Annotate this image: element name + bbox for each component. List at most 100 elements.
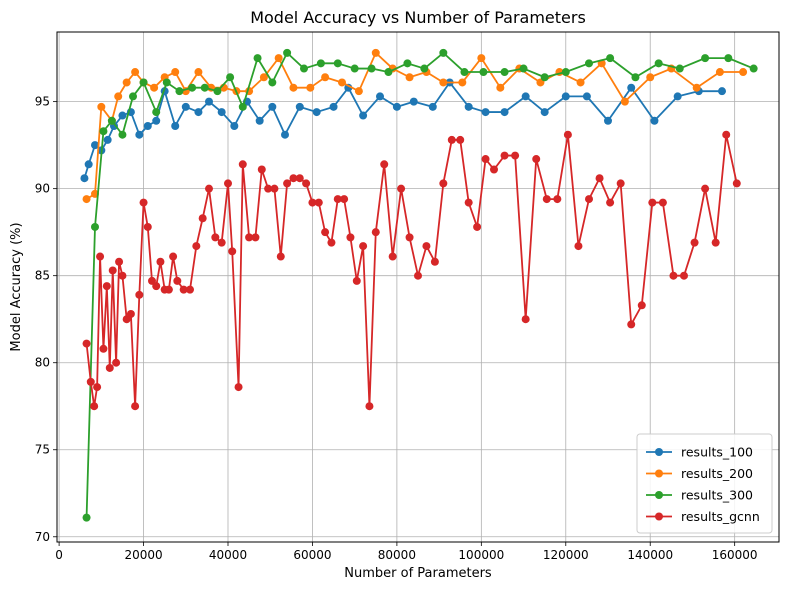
y-tick-label: 85 (35, 269, 50, 283)
data-point (690, 238, 699, 247)
data-point (264, 184, 273, 193)
data-point (91, 222, 99, 231)
data-point (118, 130, 127, 139)
series-results-gcnn (82, 130, 741, 411)
data-point (217, 238, 226, 247)
series-line (86, 51, 744, 200)
data-point (403, 59, 412, 68)
data-point (105, 363, 114, 372)
data-point (108, 266, 117, 275)
data-point (464, 198, 473, 207)
data-point (118, 271, 127, 280)
data-point (289, 83, 298, 92)
data-point (289, 174, 298, 183)
series-layer (80, 48, 758, 522)
data-point (333, 59, 342, 68)
data-point (259, 73, 268, 82)
data-point (283, 179, 292, 188)
data-point (91, 141, 99, 150)
data-point (430, 257, 439, 266)
x-tick-label: 60000 (293, 548, 331, 562)
data-point (316, 59, 325, 68)
data-point (238, 160, 247, 169)
data-point (276, 252, 285, 261)
data-point (420, 64, 429, 73)
x-tick-label: 120000 (543, 548, 589, 562)
data-point (164, 285, 173, 294)
data-point (582, 92, 591, 101)
data-point (479, 68, 488, 77)
y-tick-label: 80 (35, 356, 50, 370)
legend-item: results_300 (646, 488, 753, 503)
data-point (464, 102, 473, 111)
data-point (255, 116, 264, 125)
x-tick-label: 20000 (124, 548, 162, 562)
data-point (620, 97, 629, 106)
data-point (542, 195, 551, 204)
data-point (306, 83, 315, 92)
data-point (650, 116, 659, 125)
data-point (129, 92, 137, 101)
data-point (701, 54, 710, 63)
legend-swatch-marker (655, 448, 663, 456)
data-point (654, 59, 663, 68)
data-point (637, 301, 646, 310)
data-point (392, 102, 401, 111)
data-point (97, 102, 106, 111)
data-point (540, 108, 549, 117)
data-point (96, 252, 105, 261)
legend-swatch-marker (655, 469, 663, 478)
data-point (481, 108, 490, 117)
data-point (732, 179, 741, 188)
data-point (171, 121, 180, 130)
data-point (675, 64, 684, 73)
data-point (205, 97, 213, 106)
series-line (85, 133, 738, 408)
data-point (188, 83, 197, 92)
x-axis-title: Number of Parameters (344, 566, 492, 581)
data-point (230, 121, 239, 130)
data-point (300, 64, 308, 73)
y-tick-label: 75 (35, 443, 50, 457)
data-point (405, 233, 414, 242)
data-point (238, 102, 247, 111)
data-point (521, 92, 530, 101)
data-point (217, 108, 226, 117)
legend-swatch-marker (655, 491, 663, 499)
data-point (397, 184, 406, 193)
x-tick-label: 40000 (209, 548, 247, 562)
data-point (194, 108, 203, 117)
data-point (371, 228, 380, 237)
data-point (321, 228, 330, 237)
data-point (490, 165, 498, 174)
data-point (327, 238, 336, 247)
data-point (553, 195, 562, 204)
data-point (152, 108, 161, 117)
data-point (561, 92, 570, 101)
data-point (171, 68, 180, 77)
data-point (359, 242, 368, 251)
data-point (205, 184, 213, 193)
series-results-300 (82, 48, 758, 522)
data-point (118, 111, 127, 120)
data-point (680, 271, 688, 280)
data-point (302, 179, 311, 188)
data-point (428, 102, 437, 111)
data-point (234, 383, 243, 392)
legend-box (636, 433, 773, 534)
data-point (352, 276, 361, 285)
data-point (181, 102, 190, 111)
data-point (563, 130, 572, 139)
data-point (312, 108, 321, 117)
series-results-200 (82, 48, 748, 204)
data-point (253, 54, 262, 63)
data-point (152, 282, 161, 291)
data-point (354, 87, 363, 96)
data-point (722, 130, 731, 139)
data-point (585, 59, 593, 68)
legend-label: results_300 (681, 488, 753, 503)
data-point (574, 242, 583, 251)
data-point (99, 344, 108, 353)
data-point (99, 127, 108, 136)
data-point (179, 285, 188, 294)
